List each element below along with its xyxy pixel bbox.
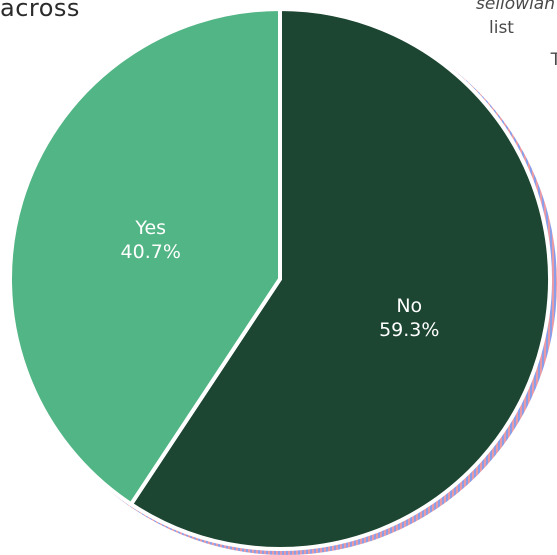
background-text-line: list xyxy=(489,18,514,38)
pie-slices xyxy=(8,7,552,551)
background-text-right: sellowlan list T xyxy=(421,0,557,84)
background-text-left: across xyxy=(0,0,80,22)
pie-label-percent: 40.7% xyxy=(121,241,181,263)
pie-slice-yes xyxy=(8,7,282,507)
background-text-line: T xyxy=(550,50,557,70)
pie-label-name: Yes xyxy=(134,217,166,239)
pie-label-percent: 59.3% xyxy=(379,319,439,341)
background-text-line: sellowlan xyxy=(476,0,555,14)
pie-slice-no xyxy=(129,7,552,551)
pie-label-name: No xyxy=(396,295,422,317)
